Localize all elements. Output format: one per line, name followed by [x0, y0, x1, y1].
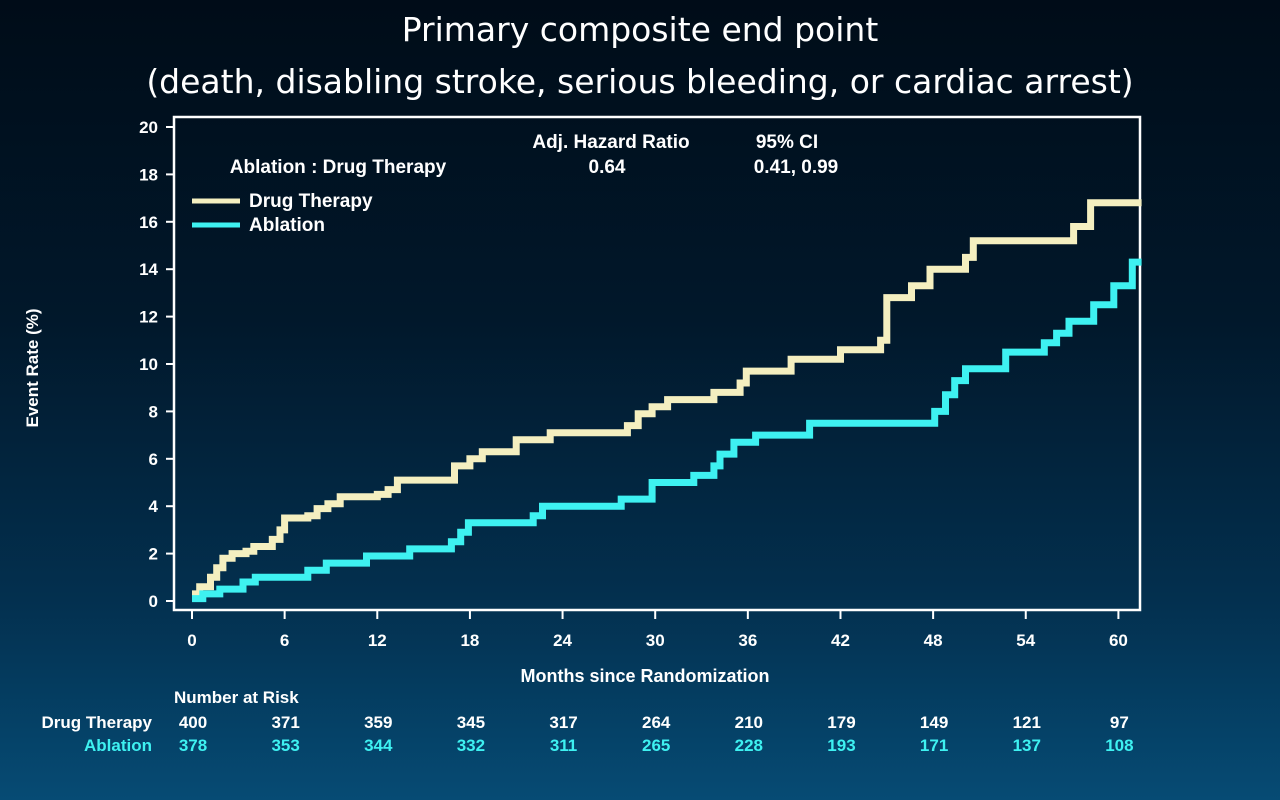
risk-value: 171 [919, 736, 949, 755]
risk-value: 345 [456, 713, 486, 732]
y-axis: 0 2 4 6 8 10 12 14 16 18 20 [139, 118, 174, 611]
risk-row-label: Ablation [84, 736, 152, 755]
y-tick-label: 14 [139, 260, 158, 279]
risk-value: 344 [364, 736, 393, 755]
x-tick-label: 24 [553, 631, 572, 650]
risk-table-title: Number at Risk [174, 688, 299, 707]
y-tick-label: 2 [149, 545, 158, 564]
x-axis: 0 6 12 18 24 30 36 42 48 54 60 [187, 610, 1128, 650]
x-tick-label: 18 [460, 631, 479, 650]
risk-value: 121 [1012, 713, 1041, 732]
series-line-ablation [192, 258, 1142, 603]
ci-header: 95% CI [756, 132, 818, 153]
chart-subtitle: (death, disabling stroke, serious bleedi… [146, 62, 1134, 101]
risk-value: 353 [271, 736, 300, 755]
x-tick-label: 0 [187, 631, 196, 650]
series-line-drug-therapy [192, 199, 1142, 598]
hr-header: Adj. Hazard Ratio [532, 132, 689, 153]
risk-value: 108 [1105, 736, 1134, 755]
risk-value: 332 [456, 736, 486, 755]
risk-value: 228 [734, 736, 764, 755]
ci-value: 0.41, 0.99 [754, 157, 839, 178]
risk-value: 137 [1012, 736, 1041, 755]
risk-value: 179 [827, 713, 856, 732]
risk-value: 359 [364, 713, 393, 732]
risk-value: 193 [827, 736, 856, 755]
y-tick-label: 12 [139, 308, 158, 327]
legend-label-drug: Drug Therapy [249, 191, 373, 212]
y-tick-label: 4 [149, 497, 159, 516]
x-tick-label: 60 [1109, 631, 1128, 650]
x-tick-label: 12 [368, 631, 387, 650]
risk-value: 97 [1109, 713, 1129, 732]
x-tick-label: 36 [738, 631, 757, 650]
y-tick-label: 20 [139, 118, 158, 137]
risk-value: 317 [549, 713, 578, 732]
x-tick-label: 54 [1016, 631, 1035, 650]
risk-value: 210 [734, 713, 764, 732]
risk-value: 311 [549, 736, 578, 755]
legend: Drug Therapy Ablation [192, 191, 373, 236]
y-tick-label: 8 [149, 402, 158, 421]
y-tick-label: 0 [149, 592, 158, 611]
y-tick-label: 18 [139, 165, 158, 184]
x-tick-label: 6 [280, 631, 289, 650]
y-tick-label: 16 [139, 213, 158, 232]
x-tick-label: 48 [924, 631, 943, 650]
x-tick-label: 30 [646, 631, 665, 650]
y-tick-label: 10 [139, 355, 158, 374]
x-axis-label: Months since Randomization [520, 666, 769, 686]
risk-value: 264 [642, 713, 671, 732]
comparison-label: Ablation : Drug Therapy [230, 157, 447, 178]
x-tick-label: 42 [831, 631, 850, 650]
risk-value: 378 [178, 736, 208, 755]
y-tick-label: 6 [149, 450, 158, 469]
risk-value: 265 [642, 736, 671, 755]
hr-value: 0.64 [589, 157, 626, 178]
risk-value: 400 [178, 713, 208, 732]
y-axis-label: Event Rate (%) [23, 308, 42, 427]
risk-row-label: Drug Therapy [41, 713, 152, 732]
risk-value: 149 [919, 713, 949, 732]
chart-title: Primary composite end point [401, 10, 879, 49]
risk-value: 371 [271, 713, 300, 732]
legend-label-ablation: Ablation [249, 215, 325, 236]
series-group [192, 199, 1142, 603]
